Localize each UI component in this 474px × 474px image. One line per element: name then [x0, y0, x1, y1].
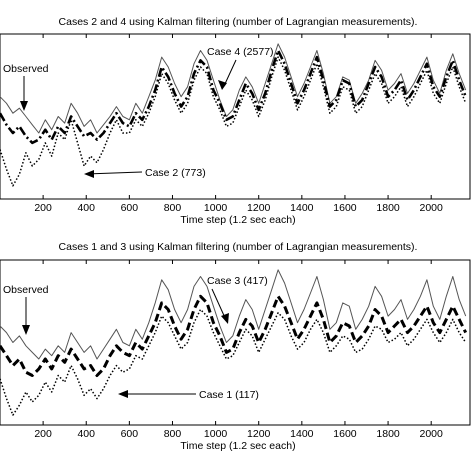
annotation-case4-arrowhead: [218, 80, 227, 90]
annotation-case4-arrow: [223, 59, 237, 87]
annotation-observed-arrowhead: [22, 325, 30, 335]
chart-title: Cases 2 and 4 using Kalman filtering (nu…: [59, 16, 418, 28]
x-tick-label: 800: [164, 202, 182, 214]
annotation-case2-arrow: [85, 171, 143, 175]
x-tick-label: 1200: [247, 202, 271, 214]
tick-marks: [42, 34, 432, 199]
x-tick-label: 1000: [204, 202, 228, 214]
annotations: Observed Case 4 (2577) Case 2 (773): [3, 46, 274, 179]
plot-frame: [0, 33, 471, 200]
x-tick-label: 200: [34, 202, 52, 214]
x-tick-label: 800: [164, 428, 182, 440]
annotation-case2-arrowhead: [84, 170, 94, 178]
x-tick-label: 600: [121, 202, 139, 214]
x-axis-label: Time step (1.2 sec each): [180, 214, 295, 226]
x-tick-label: 1000: [204, 428, 228, 440]
x-tick-label: 400: [77, 428, 95, 440]
x-tick-label: 1200: [247, 428, 271, 440]
annotation-observed-arrowhead: [20, 101, 28, 111]
chart-title: Cases 1 and 3 using Kalman filtering (nu…: [59, 241, 418, 253]
series-group: [0, 43, 467, 187]
series-line-case-2-773: [0, 56, 467, 187]
annotation-case4: Case 4 (2577): [207, 46, 274, 58]
chart-panel-top: Cases 2 and 4 using Kalman filtering (nu…: [0, 16, 471, 226]
x-tick-label: 1800: [376, 202, 400, 214]
series-group: [0, 269, 468, 416]
series-line-case-4-2577: [0, 49, 467, 145]
annotation-case1: Case 1 (117): [199, 389, 259, 401]
x-tick-label: 400: [77, 202, 95, 214]
annotation-case3-arrow: [211, 288, 227, 321]
x-tick-label: 1400: [290, 202, 314, 214]
annotation-case3: Case 3 (417): [207, 275, 268, 287]
annotation-observed: Observed: [3, 63, 49, 75]
x-tick-label: 1600: [333, 428, 357, 440]
series-line-case-3-417: [0, 294, 468, 377]
series-line-observed: [0, 269, 467, 360]
x-axis-label: Time step (1.2 sec each): [180, 440, 295, 452]
series-line-observed: [0, 43, 467, 134]
x-tick-label: 2000: [420, 428, 444, 440]
plot-frame: [0, 259, 471, 426]
x-tick-label: 200: [34, 428, 52, 440]
tick-marks: [42, 260, 432, 425]
x-tick-label: 1600: [333, 202, 357, 214]
series-line-case-1-117: [0, 308, 467, 416]
x-tick-label: 600: [121, 428, 139, 440]
x-tick-labels: 200 400 600 800 1000 1200 1400 1600 1800 2000: [34, 428, 443, 440]
annotations: Observed Case 3 (417) Case 1 (117): [3, 275, 268, 401]
annotation-case3-arrowhead: [221, 313, 229, 324]
annotation-case2: Case 2 (773): [145, 167, 206, 179]
x-tick-label: 2000: [420, 202, 444, 214]
x-tick-label: 1400: [290, 428, 314, 440]
x-tick-label: 1800: [376, 428, 400, 440]
chart-panel-bottom: Cases 1 and 3 using Kalman filtering (nu…: [0, 241, 471, 452]
annotation-case1-arrowhead: [118, 390, 128, 398]
x-tick-labels: 200 400 600 800 1000 1200 1400 1600 1800 2000: [34, 202, 443, 214]
annotation-observed: Observed: [3, 284, 49, 296]
